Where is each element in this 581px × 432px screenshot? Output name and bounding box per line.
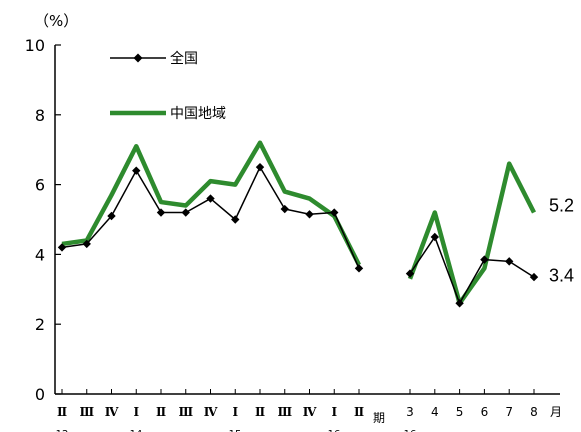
x-tick-label: Ⅳ <box>303 405 317 419</box>
y-tick-label: 8 <box>35 106 45 125</box>
data-point-marker <box>206 194 215 203</box>
x-tick-label: Ⅳ <box>105 405 119 419</box>
x-tick-label: 4 <box>431 405 439 419</box>
x-tick-label: 3 <box>406 405 414 419</box>
data-point-marker <box>330 208 339 217</box>
year-label: 15 <box>229 429 242 432</box>
year-label: 16 <box>404 429 417 432</box>
year-label: 16 <box>328 429 341 432</box>
legend-label-national: 全国 <box>170 50 198 67</box>
y-tick-label: 10 <box>25 36 45 55</box>
month-suffix-label: 月 <box>550 405 562 419</box>
data-point-marker <box>82 239 91 249</box>
series-line-national-1 <box>409 236 535 305</box>
data-point-marker <box>57 243 67 252</box>
x-tick-label: Ⅱ <box>156 405 166 419</box>
y-tick-label: 6 <box>35 176 45 195</box>
y-tick-label: 4 <box>35 245 45 264</box>
data-point-marker <box>455 299 464 308</box>
data-point-marker <box>305 210 314 219</box>
series-markers <box>57 162 539 308</box>
y-axis-unit: （%） <box>34 12 78 30</box>
x-tick-label: Ⅱ <box>354 405 364 419</box>
data-point-marker <box>231 215 240 224</box>
axes <box>54 45 560 395</box>
data-point-marker <box>405 269 415 278</box>
data-point-marker <box>181 208 190 217</box>
end-label-national: 3.4 <box>549 265 574 285</box>
data-point-marker <box>280 204 289 214</box>
x-tick-label: Ⅰ <box>331 405 337 419</box>
legend-label-chugoku: 中国地域 <box>170 106 226 122</box>
end-value-labels: 5.2 3.4 <box>549 196 574 286</box>
data-point-marker <box>430 232 439 242</box>
x-tick-label: 8 <box>530 405 538 419</box>
data-point-marker <box>529 272 539 282</box>
data-point-marker <box>354 264 364 273</box>
x-tick-label: Ⅰ <box>133 405 139 419</box>
data-point-marker <box>480 255 489 264</box>
x-category-labels: ⅡⅢⅣⅠⅡⅢⅣⅠⅡⅢⅣⅠⅡ345678期月1214151616 <box>56 389 562 432</box>
x-tick-label: Ⅲ <box>79 405 94 419</box>
x-tick-label: Ⅲ <box>277 405 292 419</box>
data-point-marker <box>255 162 265 172</box>
x-tick-label: Ⅱ <box>255 405 265 419</box>
x-tick-label: Ⅲ <box>178 405 193 419</box>
x-tick-label: Ⅱ <box>57 405 67 419</box>
x-tick-label: Ⅳ <box>204 405 218 419</box>
data-point-marker <box>107 211 116 221</box>
y-tick-labels: 0 2 4 6 8 10 <box>25 36 61 404</box>
x-tick-label: 7 <box>505 405 513 419</box>
series-line-chugoku-1 <box>407 161 537 306</box>
legend-marker-national <box>133 53 143 63</box>
data-point-marker <box>156 208 166 217</box>
data-point-marker <box>505 257 514 266</box>
y-tick-label: 2 <box>35 315 45 334</box>
x-tick-label: 5 <box>456 405 464 419</box>
x-tick-label: Ⅰ <box>232 405 238 419</box>
quarter-suffix-label: 期 <box>373 411 385 425</box>
year-label: 12 <box>56 429 69 432</box>
end-label-chugoku: 5.2 <box>549 196 574 216</box>
y-tick-label: 0 <box>35 385 45 404</box>
year-label: 14 <box>130 429 143 432</box>
series-lines <box>61 140 537 306</box>
data-point-marker <box>132 166 141 175</box>
series-line-chugoku-0 <box>61 140 362 266</box>
x-tick-label: 6 <box>481 405 489 419</box>
